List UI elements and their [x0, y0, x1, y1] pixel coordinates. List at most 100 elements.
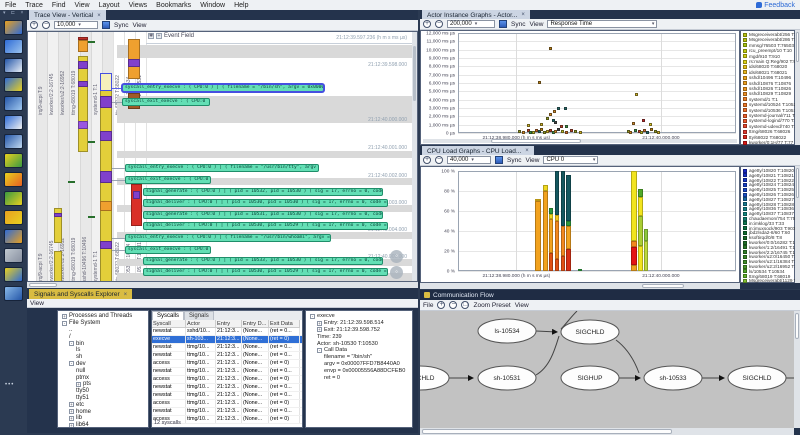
file-menu[interactable]: File [423, 301, 434, 309]
actor-legend-row[interactable]: rcu_preempt/10 T:10 [743, 48, 792, 53]
cpu-load-chart[interactable]: 100 % 80 % 60 % 40 % 20 % 0 % 21:12:38.980.000… [420, 166, 740, 283]
zoom-level-select[interactable]: 40,000 ▾ [447, 156, 491, 164]
scatter-point[interactable] [657, 131, 661, 134]
bar-segment[interactable] [631, 241, 637, 247]
scatter-point[interactable] [629, 130, 633, 134]
event-label-bubble[interactable]: syscall_entry_execve : ( CPU:0 ) | ( fil… [122, 84, 324, 92]
scatter-point[interactable] [648, 123, 652, 127]
selected-trace-block[interactable] [100, 73, 112, 91]
sync-checkbox[interactable] [499, 20, 507, 28]
trace-event-block[interactable] [78, 81, 88, 87]
cpu-legend-row[interactable]: agetty/10820 T:10820 [743, 168, 794, 173]
menu-file[interactable]: File [5, 1, 17, 9]
scatter-point[interactable] [537, 81, 541, 85]
scatter-point[interactable] [548, 47, 552, 50]
zoom-reset-icon[interactable]: □ [461, 301, 470, 309]
view-menu[interactable]: View [30, 299, 44, 307]
event-label-bubble[interactable]: signal_deliver : ( CPU:0 ) | ( pid = 105… [143, 199, 388, 207]
bar-segment[interactable] [631, 247, 637, 265]
cpu-legend-row[interactable]: kworker/1:2/16491 T:16491 [743, 245, 800, 250]
scatter-point[interactable] [522, 130, 526, 134]
bar-segment[interactable] [548, 253, 554, 271]
cpu-hscrollbar[interactable] [420, 283, 740, 289]
scatter-point[interactable] [518, 129, 522, 133]
subtab-syscalls[interactable]: Syscalls [152, 311, 185, 320]
bar-segment[interactable] [643, 241, 648, 271]
collapse-icon[interactable]: - [310, 313, 315, 319]
cpu-legend-row[interactable]: agetty/10828 T:10828 [743, 202, 794, 207]
tree-item[interactable]: + Processes and Threads [60, 313, 146, 320]
syscall-details-tree[interactable]: - execve + Entry: 21:12:39.598.514 + Exit: 21… [305, 310, 413, 428]
table-row[interactable]: newstat sshd/10... 21:12:3... (None... (ret … [152, 328, 302, 336]
actor-legend-row[interactable]: sshd/10826 T:10826 [743, 86, 791, 91]
flow-node[interactable] [560, 319, 620, 345]
table-row[interactable]: newstat ttmg/10... 21:12:3... (None... (ret … [152, 408, 302, 416]
trace-event-block[interactable] [54, 208, 62, 243]
tree-item[interactable]: - Call Data [308, 347, 410, 354]
scatter-point[interactable] [643, 129, 647, 133]
cpu-hscroll-handle[interactable] [642, 284, 684, 288]
cpu-load-mini-icon[interactable] [4, 77, 23, 92]
tree-item[interactable]: + lib [60, 415, 146, 422]
tree-item[interactable]: Time: 239 [308, 333, 410, 340]
actor-legend-row[interactable]: kworker/0:1H/77 T:77 [743, 140, 793, 145]
column-header[interactable]: Entry [216, 320, 242, 328]
cpu-legend-row[interactable]: in:imklog/33 T:33 [743, 221, 784, 226]
cpu-legend-row[interactable]: kworker/u2:2/16952 T:16952 [743, 264, 800, 269]
cpu-legend-row[interactable]: kworker/0:0/16282 T:16282 [743, 240, 800, 245]
actor-legend-row[interactable]: systemd/10524 T:10524 [743, 102, 799, 107]
bar-segment[interactable] [554, 259, 560, 271]
scatter-point[interactable] [529, 130, 533, 134]
comm-hscrollbar[interactable] [420, 428, 794, 435]
actor-legend[interactable]: Msgreceiverabt/256 T:256 Msgreceiverabt/2… [740, 30, 800, 145]
menu-views[interactable]: Views [128, 1, 148, 9]
actor-legend-row[interactable]: mgd/910 T:910 [743, 54, 780, 59]
cpu-legend-row[interactable]: kworker/u2:1/16384 T:16384 [743, 259, 800, 264]
bar-segment[interactable] [560, 226, 566, 256]
bar-segment[interactable] [554, 221, 560, 259]
view-menu[interactable]: View [514, 301, 529, 309]
feedback-button[interactable]: Feedback [756, 2, 795, 9]
scatter-point[interactable] [633, 128, 637, 132]
tree-item[interactable]: ret = 0 [308, 374, 410, 381]
tree-item[interactable]: tty51 [60, 395, 146, 402]
tree-item[interactable]: .. [60, 327, 146, 334]
comm-vscrollbar[interactable] [794, 311, 800, 428]
bar-segment[interactable] [542, 185, 548, 191]
actor-legend-row[interactable]: mmsg/76503 T:76503 [743, 43, 794, 48]
zoom-in-icon[interactable]: + [423, 156, 431, 164]
cpu-legend[interactable]: agetty/10820 T:10820 agetty/10821 T:10821… [740, 166, 800, 283]
bar-segment[interactable] [560, 256, 566, 271]
heatmap-icon[interactable] [4, 172, 23, 187]
trace-view-horizontal-icon[interactable] [4, 58, 23, 73]
scatter-point[interactable] [637, 129, 641, 133]
expand-icon[interactable]: + [69, 422, 74, 428]
actor-legend-row[interactable]: systemd/10536 T:10536 [743, 108, 799, 113]
event-log-icon[interactable] [4, 134, 23, 149]
trace-vscroll-handle[interactable] [413, 46, 416, 101]
gear-icon[interactable]: ✱ [148, 33, 154, 39]
trace-hscroll-handle[interactable] [29, 283, 57, 287]
zoom-out-icon[interactable]: − [42, 21, 50, 29]
memory-heatmap-icon[interactable] [4, 210, 23, 225]
statistics-table-icon[interactable] [4, 267, 23, 282]
scatter-point[interactable] [641, 118, 645, 122]
bar-segment[interactable] [548, 214, 554, 219]
intervals-icon[interactable] [4, 286, 23, 301]
menu-find[interactable]: Find [51, 1, 66, 9]
actor-legend-row[interactable]: ids/68020 T:68020 [743, 64, 787, 69]
scatter-point[interactable] [537, 130, 541, 134]
add-column-icon[interactable]: + [156, 33, 162, 39]
cpu-legend-row[interactable]: ksoftirqd/0/8 T:8 [743, 235, 782, 240]
tree-item[interactable]: Actor: sh-10530 T:10530 [308, 340, 410, 347]
actor-legend-row[interactable]: systemd/1 T:1 [743, 97, 778, 102]
scatter-point[interactable] [564, 107, 568, 110]
tab-cpu-load-graphs[interactable]: CPU Load Graphs - CPU Load... × [422, 146, 534, 155]
bar-segment[interactable] [631, 171, 637, 241]
bar-segment[interactable] [638, 197, 643, 216]
event-label-bubble[interactable]: signal_generate : ( CPU:0 ) | ( pid = 10… [143, 188, 383, 196]
cpu-legend-row[interactable]: agetty/10822 T:10822 [743, 178, 794, 183]
cpu-legend-row[interactable]: ls/10534 T:10534 [743, 269, 785, 274]
tree-item[interactable]: ls [60, 347, 146, 354]
scatter-point[interactable] [532, 131, 536, 135]
